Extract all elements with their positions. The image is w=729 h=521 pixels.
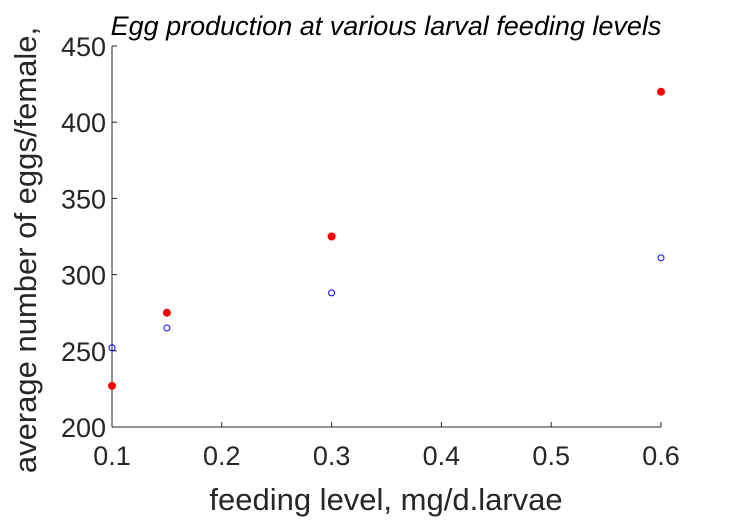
axes	[111, 46, 661, 428]
y-ticks: 200 250 300 350 400 450	[61, 32, 117, 443]
open-data-point	[328, 289, 336, 297]
open-data-point	[657, 254, 665, 262]
open-data-point	[108, 344, 116, 352]
x-tick-label: 0.5	[532, 441, 570, 471]
chart-title: Egg production at various larval feeding…	[111, 11, 662, 41]
y-tick-label: 200	[61, 413, 106, 443]
filled-data-point	[162, 308, 171, 317]
y-tick-label: 300	[61, 261, 106, 291]
y-tick-label: 400	[61, 108, 106, 138]
filled-data-point	[657, 87, 665, 96]
y-tick-label: 350	[61, 184, 106, 214]
data-points	[108, 87, 665, 390]
x-tick-label: 0.4	[423, 441, 461, 471]
y-axis-label: average number of eggs/female,	[8, 27, 43, 473]
x-tick-label: 0.2	[203, 441, 241, 471]
x-tick-label: 0.3	[313, 441, 351, 471]
y-tick-label: 250	[61, 337, 106, 367]
x-ticks: 0.1 0.2 0.3 0.4 0.5 0.6	[93, 422, 680, 471]
x-axis-label: feeding level, mg/d.larvae	[209, 482, 562, 517]
open-data-point	[163, 324, 171, 332]
x-tick-label: 0.1	[93, 441, 131, 471]
x-tick-label: 0.6	[642, 441, 680, 471]
filled-data-point	[327, 232, 336, 241]
filled-data-point	[108, 381, 116, 390]
y-tick-label: 450	[61, 32, 106, 62]
